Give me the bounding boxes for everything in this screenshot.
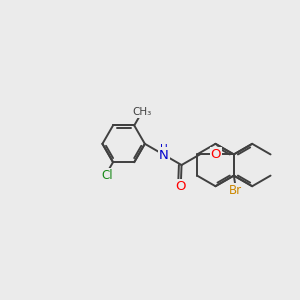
Text: O: O: [176, 180, 186, 193]
Text: Cl: Cl: [101, 169, 113, 182]
Text: H: H: [160, 144, 168, 154]
Text: Br: Br: [229, 184, 242, 197]
Text: N: N: [159, 148, 169, 161]
Text: O: O: [211, 148, 221, 161]
Text: CH₃: CH₃: [132, 107, 152, 117]
